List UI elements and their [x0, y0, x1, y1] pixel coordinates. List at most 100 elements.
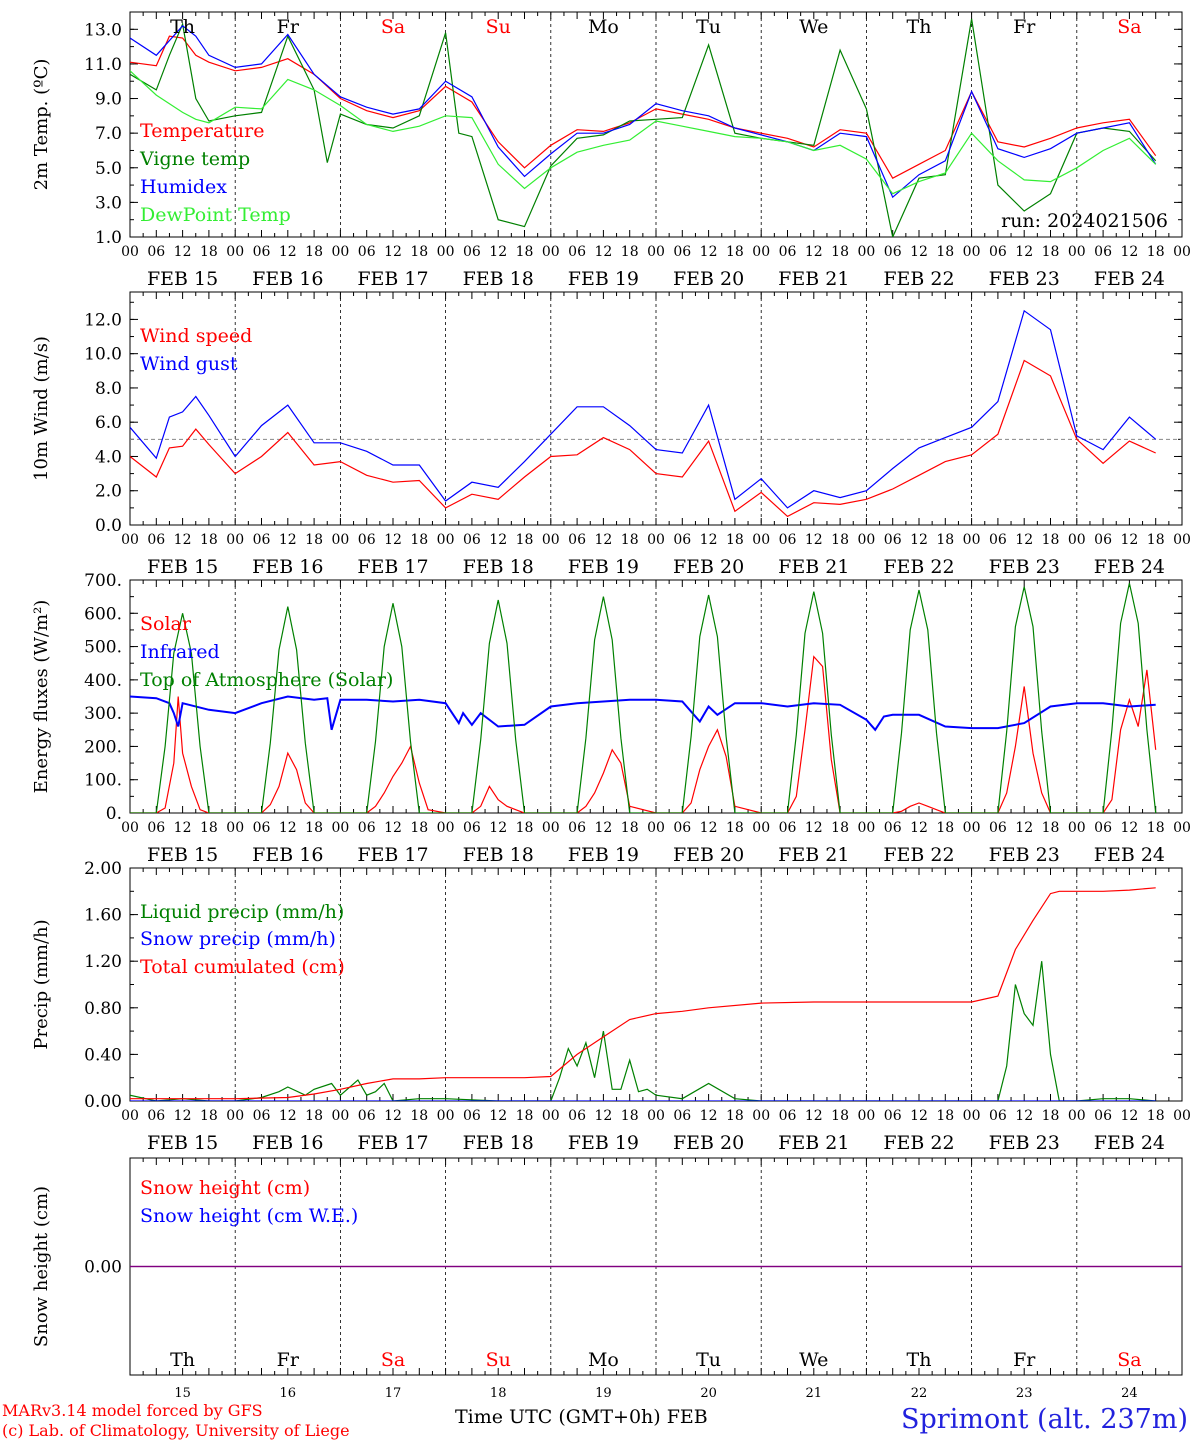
- date-label: FEB 17: [357, 268, 428, 290]
- hour-tick-label: 12: [594, 532, 612, 548]
- hour-tick-label: 18: [410, 820, 428, 836]
- hour-tick-label: 06: [568, 244, 586, 260]
- hour-tick-label: 12: [1120, 244, 1138, 260]
- y-tick-label: 2.00: [84, 859, 122, 879]
- y-tick-label: 0.: [106, 804, 122, 824]
- y-tick-label: 0.40: [84, 1045, 122, 1065]
- hour-tick-label: 06: [1094, 532, 1112, 548]
- date-label: FEB 24: [1094, 556, 1165, 578]
- series-line-humidex: [130, 24, 1157, 199]
- y-axis-label: 2m Temp. (ºC): [31, 59, 52, 191]
- hour-tick-label: 12: [1015, 244, 1033, 260]
- y-tick-label: 3.0: [95, 193, 122, 213]
- series-line-solar: [130, 655, 1157, 813]
- day-name-bottom: We: [799, 1349, 828, 1371]
- hour-tick-label: 12: [910, 244, 928, 260]
- y-tick-label: 1.0: [95, 228, 122, 248]
- y-tick-label: 0.0: [95, 516, 122, 536]
- hour-tick-label: 00: [437, 244, 455, 260]
- hour-tick-label: 00: [1173, 244, 1191, 260]
- day-name-bottom: Fr: [1013, 1349, 1036, 1371]
- date-label: FEB 22: [883, 268, 954, 290]
- hour-tick-label: 00: [542, 244, 560, 260]
- hour-tick-label: 00: [226, 820, 244, 836]
- hour-tick-label: 00: [647, 820, 665, 836]
- date-label: FEB 20: [673, 268, 744, 290]
- y-tick-label: 2.0: [95, 482, 122, 502]
- date-label: FEB 21: [778, 268, 849, 290]
- date-label: FEB 22: [883, 844, 954, 866]
- day-number: 22: [911, 1386, 928, 1401]
- day-name-top: Fr: [277, 16, 300, 38]
- day-name-top: We: [799, 16, 828, 38]
- date-label: FEB 18: [463, 268, 534, 290]
- series-line-wind-speed: [130, 359, 1156, 518]
- hour-tick-label: 00: [542, 820, 560, 836]
- legend-entry: Snow height (cm): [140, 1177, 310, 1199]
- hour-tick-label: 06: [779, 532, 797, 548]
- date-label: FEB 21: [778, 1132, 849, 1154]
- series-line-infrared: [130, 695, 1156, 732]
- y-tick-label: 600.: [84, 604, 122, 624]
- hour-tick-label: 18: [936, 1108, 954, 1124]
- y-tick-label: 200.: [84, 737, 122, 757]
- y-tick-label: 1.20: [84, 952, 122, 972]
- y-tick-label: 700.: [84, 571, 122, 591]
- hour-tick-label: 00: [1068, 244, 1086, 260]
- hour-tick-label: 00: [121, 532, 139, 548]
- run-label: run: 2024021506: [1001, 210, 1168, 232]
- hour-tick-label: 00: [331, 1108, 349, 1124]
- hour-tick-label: 18: [726, 244, 744, 260]
- hour-tick-label: 18: [726, 820, 744, 836]
- hour-tick-label: 00: [437, 820, 455, 836]
- hour-tick-label: 18: [621, 244, 639, 260]
- date-label: FEB 15: [147, 556, 218, 578]
- day-name-bottom: Th: [907, 1349, 932, 1371]
- hour-tick-label: 00: [1068, 532, 1086, 548]
- hour-tick-label: 06: [1094, 1108, 1112, 1124]
- hour-tick-label: 00: [1173, 532, 1191, 548]
- y-axis-label: Energy fluxes (W/m²): [31, 600, 52, 794]
- hour-tick-label: 00: [542, 532, 560, 548]
- date-label: FEB 19: [568, 556, 639, 578]
- series-line-wind-gust: [130, 309, 1157, 509]
- day-name-bottom: Tu: [696, 1349, 721, 1371]
- day-number: 24: [1121, 1386, 1138, 1401]
- hour-tick-label: 18: [410, 244, 428, 260]
- hour-tick-label: 18: [410, 532, 428, 548]
- hour-tick-label: 06: [463, 1108, 481, 1124]
- footer-model-line: MARv3.14 model forced by GFS: [2, 1401, 263, 1420]
- date-label: FEB 18: [463, 844, 534, 866]
- hour-tick-label: 12: [489, 820, 507, 836]
- day-name-bottom: Su: [486, 1349, 511, 1371]
- hour-tick-label: 18: [1042, 1108, 1060, 1124]
- hour-tick-label: 12: [1015, 532, 1033, 548]
- y-tick-label: 4.0: [95, 447, 122, 467]
- date-label: FEB 17: [357, 1132, 428, 1154]
- legend-entry: Wind speed: [140, 325, 252, 347]
- hour-tick-label: 18: [936, 532, 954, 548]
- day-name-bottom: Fr: [277, 1349, 300, 1371]
- day-name-bottom: Th: [170, 1349, 195, 1371]
- day-name-top: Tu: [696, 16, 721, 38]
- hour-tick-label: 18: [305, 532, 323, 548]
- hour-tick-label: 12: [700, 1108, 718, 1124]
- hour-tick-label: 18: [1147, 1108, 1165, 1124]
- hour-tick-label: 12: [910, 820, 928, 836]
- hour-tick-label: 18: [516, 820, 534, 836]
- date-label: FEB 20: [673, 1132, 744, 1154]
- hour-tick-label: 06: [989, 820, 1007, 836]
- day-name-bottom: Sa: [381, 1349, 405, 1371]
- day-number: 21: [806, 1386, 823, 1401]
- date-label: FEB 23: [989, 268, 1060, 290]
- hour-tick-label: 06: [568, 1108, 586, 1124]
- hour-tick-label: 06: [147, 532, 165, 548]
- hour-tick-label: 00: [857, 820, 875, 836]
- y-tick-label: 100.: [84, 771, 122, 791]
- hour-tick-label: 12: [489, 1108, 507, 1124]
- date-label: FEB 15: [147, 268, 218, 290]
- series-line-vigne-temp: [130, 18, 1157, 237]
- hour-tick-label: 12: [700, 244, 718, 260]
- hour-tick-label: 18: [621, 532, 639, 548]
- y-tick-label: 10.0: [84, 345, 122, 365]
